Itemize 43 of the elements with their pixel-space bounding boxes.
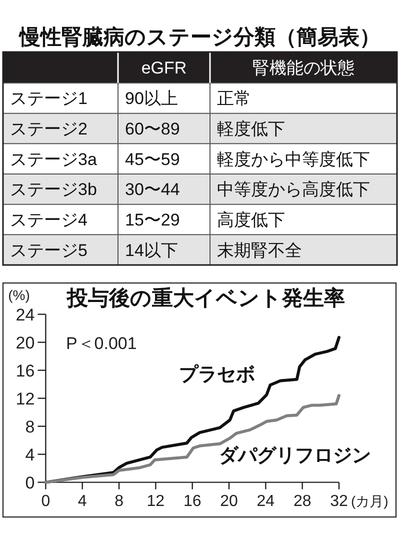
annotation: P＜0.001 bbox=[66, 334, 137, 354]
column-header: eGFR bbox=[141, 58, 187, 78]
cell: 30〜44 bbox=[125, 180, 180, 200]
xtick: 32 bbox=[330, 493, 348, 510]
cell: 中等度から高度低下 bbox=[217, 180, 370, 200]
ytick: 24 bbox=[16, 305, 35, 324]
cell: 15〜29 bbox=[125, 210, 180, 230]
ytick: 12 bbox=[16, 389, 35, 408]
series-label: ダパグリフロジン bbox=[219, 445, 371, 466]
ytick: 4 bbox=[25, 445, 35, 464]
ytick: 16 bbox=[16, 361, 35, 380]
series-label: プラセボ bbox=[178, 364, 255, 386]
row-header: ステージ3a bbox=[10, 150, 97, 169]
row-header: ステージ3b bbox=[10, 180, 97, 200]
xtick: 12 bbox=[146, 493, 165, 510]
title: 慢性腎臓病のステージ分類（簡易表） bbox=[20, 26, 380, 49]
xtick: 0 bbox=[41, 493, 50, 510]
ylabel: (%) bbox=[8, 287, 30, 303]
ytick: 8 bbox=[25, 417, 35, 436]
cell: 高度低下 bbox=[217, 210, 285, 230]
cell: 14以下 bbox=[125, 240, 178, 260]
ytick: 0 bbox=[25, 473, 35, 492]
row-header: ステージ2 bbox=[10, 120, 88, 138]
cell: 末期腎不全 bbox=[217, 240, 302, 260]
xtick: 28 bbox=[293, 493, 312, 510]
xtick: 16 bbox=[183, 493, 202, 510]
title: 投与後の重大イベント発生率 bbox=[67, 287, 345, 310]
cell: 軽度から中等度低下 bbox=[217, 150, 370, 169]
row-header: ステージ1 bbox=[10, 89, 88, 108]
xtick: 20 bbox=[220, 493, 238, 510]
column-header: 腎機能の状態 bbox=[252, 58, 354, 78]
cell: 正常 bbox=[217, 89, 251, 108]
ytick: 20 bbox=[16, 333, 35, 352]
xtick: 8 bbox=[114, 493, 124, 510]
row-header: ステージ5 bbox=[10, 240, 88, 260]
xtick: 4 bbox=[78, 493, 87, 510]
row-header: ステージ4 bbox=[10, 210, 88, 230]
cell: 軽度低下 bbox=[217, 120, 285, 138]
cell: 90以上 bbox=[125, 89, 178, 108]
xlabel: (カ月) bbox=[351, 493, 388, 509]
cell: 60〜89 bbox=[125, 120, 180, 138]
cell: 45〜59 bbox=[125, 150, 180, 169]
xtick: 24 bbox=[256, 493, 275, 510]
